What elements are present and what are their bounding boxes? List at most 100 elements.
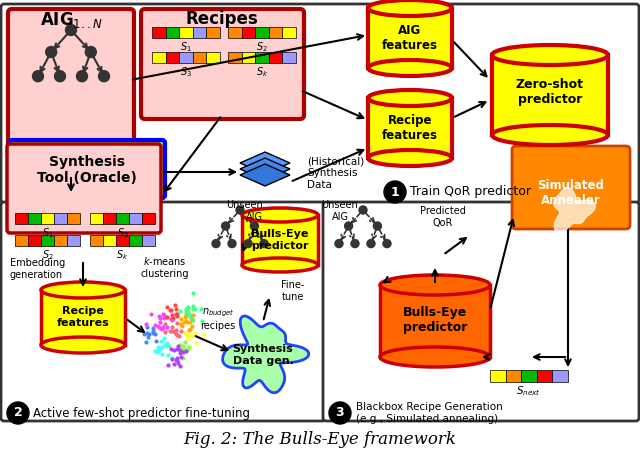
Text: Embedding
generation: Embedding generation	[10, 258, 65, 280]
Text: $S_2$: $S_2$	[42, 248, 53, 262]
Bar	[380, 285, 490, 357]
Ellipse shape	[380, 347, 490, 367]
Text: Recipe
features: Recipe features	[56, 306, 109, 328]
Ellipse shape	[380, 275, 490, 295]
Ellipse shape	[368, 90, 452, 106]
Text: Synthesis
Data gen.: Synthesis Data gen.	[232, 344, 293, 366]
FancyBboxPatch shape	[1, 4, 639, 203]
Bar	[15, 235, 28, 246]
Ellipse shape	[242, 208, 318, 222]
Text: Synthesis
Tool (Oracle): Synthesis Tool (Oracle)	[37, 155, 137, 185]
Circle shape	[45, 46, 57, 58]
Bar	[228, 27, 242, 38]
Bar	[152, 52, 166, 63]
Text: Predicted
QoR: Predicted QoR	[420, 206, 466, 228]
Bar	[193, 52, 206, 63]
Polygon shape	[240, 152, 290, 174]
Text: Active few-shot predictor fine-tuning: Active few-shot predictor fine-tuning	[33, 406, 250, 419]
Text: $n_{budget}$
recipes: $n_{budget}$ recipes	[200, 307, 236, 331]
Bar	[242, 215, 318, 265]
Bar	[282, 27, 296, 38]
Text: AIG$_{1..N}$: AIG$_{1..N}$	[40, 10, 102, 30]
Bar	[116, 235, 129, 246]
Circle shape	[244, 240, 252, 247]
Bar	[179, 52, 193, 63]
Text: Simulated
Annealer: Simulated Annealer	[538, 179, 604, 207]
Bar	[152, 27, 166, 38]
Bar	[193, 27, 206, 38]
Text: $S_k$: $S_k$	[116, 248, 129, 262]
Circle shape	[54, 71, 65, 82]
Bar	[269, 52, 282, 63]
Text: $S_1$: $S_1$	[180, 40, 192, 54]
Ellipse shape	[41, 337, 125, 353]
Text: Blackbox Recipe Generation
(e.g., Simulated annealing): Blackbox Recipe Generation (e.g., Simula…	[356, 402, 503, 424]
Text: $S_3$: $S_3$	[116, 226, 129, 240]
Bar	[15, 213, 28, 224]
Bar	[506, 370, 521, 382]
FancyBboxPatch shape	[7, 144, 161, 233]
Text: Recipes: Recipes	[186, 10, 259, 28]
Circle shape	[65, 25, 77, 35]
Bar	[90, 213, 103, 224]
Bar	[116, 213, 129, 224]
Bar	[179, 27, 193, 38]
Text: 2: 2	[13, 406, 22, 419]
Text: Train QoR predictor: Train QoR predictor	[410, 186, 531, 198]
Bar	[492, 55, 608, 135]
Bar	[206, 27, 220, 38]
Bar	[269, 27, 282, 38]
Text: 3: 3	[336, 406, 344, 419]
Ellipse shape	[41, 282, 125, 298]
Circle shape	[228, 240, 236, 247]
Bar	[166, 27, 179, 38]
Text: AIG
features: AIG features	[382, 24, 438, 52]
Bar	[166, 52, 179, 63]
Text: $S_k$: $S_k$	[256, 65, 268, 79]
Text: Unseen
AIG: Unseen AIG	[227, 200, 263, 222]
Ellipse shape	[368, 60, 452, 76]
FancyBboxPatch shape	[323, 202, 639, 421]
Bar	[142, 235, 155, 246]
Bar	[521, 370, 537, 382]
Circle shape	[329, 402, 351, 424]
Circle shape	[7, 402, 29, 424]
Bar	[242, 27, 255, 38]
Polygon shape	[554, 188, 595, 232]
Circle shape	[373, 222, 381, 230]
Bar	[242, 52, 255, 63]
FancyBboxPatch shape	[9, 140, 165, 198]
Circle shape	[344, 222, 353, 230]
Circle shape	[359, 206, 367, 214]
Text: 1: 1	[390, 186, 399, 198]
Text: $k$-means
clustering: $k$-means clustering	[141, 255, 189, 279]
Bar	[41, 290, 125, 345]
Bar	[206, 52, 220, 63]
Polygon shape	[240, 158, 290, 180]
FancyBboxPatch shape	[512, 146, 630, 229]
Bar	[41, 235, 54, 246]
Circle shape	[250, 222, 259, 230]
Text: Fine-
tune: Fine- tune	[282, 280, 305, 301]
FancyBboxPatch shape	[1, 202, 325, 421]
Bar	[255, 27, 269, 38]
FancyBboxPatch shape	[141, 9, 304, 119]
Circle shape	[351, 240, 359, 247]
Bar	[41, 213, 54, 224]
Text: $S_{next}$: $S_{next}$	[516, 384, 541, 398]
Ellipse shape	[492, 45, 608, 65]
Circle shape	[236, 206, 244, 214]
Circle shape	[384, 181, 406, 203]
Circle shape	[221, 222, 230, 230]
Bar	[54, 235, 67, 246]
Ellipse shape	[242, 258, 318, 272]
Circle shape	[260, 240, 268, 247]
Polygon shape	[223, 316, 308, 393]
Circle shape	[383, 240, 391, 247]
FancyBboxPatch shape	[8, 9, 134, 179]
Circle shape	[335, 240, 343, 247]
Ellipse shape	[492, 125, 608, 145]
Bar	[537, 370, 552, 382]
Circle shape	[99, 71, 109, 82]
Bar	[282, 52, 296, 63]
